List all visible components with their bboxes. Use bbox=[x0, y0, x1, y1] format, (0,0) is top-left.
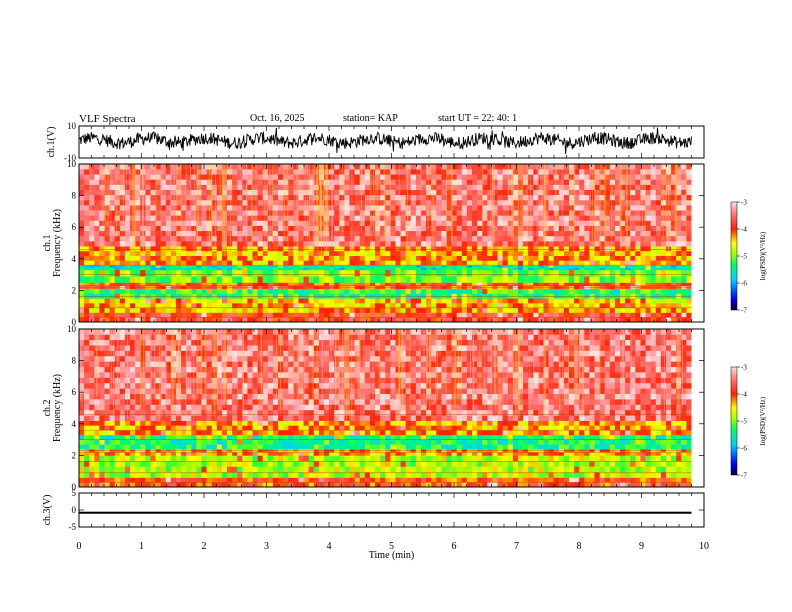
colorbar-tick-label: -4 bbox=[741, 226, 747, 234]
colorbar-2 bbox=[730, 366, 738, 476]
colorbar-label-1: log(PSD)(V²/Hz) bbox=[759, 231, 767, 280]
colorbar-tick-label: -6 bbox=[741, 280, 747, 288]
x-tick-label: 5 bbox=[389, 541, 394, 552]
ch1-trace bbox=[78, 127, 692, 155]
freq-axis-1-tick-label: 4 bbox=[72, 254, 77, 264]
ch1-axis-tick-label: -10 bbox=[64, 153, 76, 163]
freq-axis-1-tick-label: 2 bbox=[72, 285, 77, 295]
start-time-label: start UT = 22: 40: 1 bbox=[438, 113, 518, 124]
ch1-axis-label: ch.1(V) bbox=[46, 127, 57, 158]
freq-axis-label-1: Frequency (kHz) bbox=[52, 209, 63, 277]
x-tick-label: 0 bbox=[77, 541, 82, 552]
x-tick-label: 2 bbox=[202, 541, 207, 552]
chart-title: VLF Spectra bbox=[79, 113, 136, 125]
x-tick-label: 7 bbox=[514, 541, 519, 552]
freq-axis-2-tick-label: 0 bbox=[72, 482, 77, 492]
freq-axis-2-tick-label: 6 bbox=[72, 387, 77, 397]
freq-axis-2-tick-label: 4 bbox=[72, 419, 77, 429]
spectrogram-cells bbox=[79, 164, 704, 323]
x-tick-label: 1 bbox=[139, 541, 144, 552]
x-tick-label: 3 bbox=[264, 541, 269, 552]
channel-label-1: ch.1 bbox=[42, 235, 53, 252]
x-tick-label: 6 bbox=[452, 541, 457, 552]
channel-label-2: ch.2 bbox=[42, 400, 53, 417]
ch3-frame bbox=[78, 492, 705, 528]
station-label: station= KAP bbox=[343, 113, 398, 124]
date-label: Oct. 16, 2025 bbox=[250, 113, 305, 124]
freq-axis-1-tick-label: 6 bbox=[72, 222, 77, 232]
x-tick-label: 4 bbox=[327, 541, 332, 552]
colorbar-tick-label: -6 bbox=[741, 445, 747, 453]
freq-axis-1-tick-label: 8 bbox=[72, 191, 77, 201]
x-tick-label: 10 bbox=[699, 541, 709, 552]
colorbar-tick-label: -7 bbox=[741, 307, 747, 315]
freq-axis-2-tick-label: 8 bbox=[72, 356, 77, 366]
freq-axis-label-2: Frequency (kHz) bbox=[52, 374, 63, 442]
no-data-area bbox=[691, 329, 704, 487]
x-tick-label: 8 bbox=[577, 541, 582, 552]
ch3-axis-tick-label: -5 bbox=[69, 522, 77, 532]
colorbar-label-2: log(PSD)(V²/Hz) bbox=[759, 396, 767, 445]
freq-axis-2-tick-label: 10 bbox=[67, 324, 77, 334]
freq-axis-1-tick-label: 0 bbox=[72, 317, 77, 327]
ch3-axis-tick-label: 5 bbox=[72, 488, 77, 498]
colorbar-tick-label: -5 bbox=[741, 253, 747, 261]
ch3-axis-tick-label: 0 bbox=[72, 505, 77, 515]
colorbar-tick-label: -7 bbox=[741, 472, 747, 480]
freq-axis-1-tick-label: 10 bbox=[67, 159, 77, 169]
ch1-axis-tick-label: 10 bbox=[67, 121, 77, 131]
freq-axis-2-tick-label: 2 bbox=[72, 450, 77, 460]
colorbar-tick-label: -5 bbox=[741, 418, 747, 426]
colorbar-1 bbox=[730, 201, 738, 311]
ch3-axis-label: ch.3(V) bbox=[42, 495, 53, 526]
ch3-trace bbox=[79, 511, 692, 514]
colorbar-tick-label: -3 bbox=[741, 364, 747, 372]
no-data-area bbox=[691, 164, 704, 322]
colorbar-tick-label: -4 bbox=[741, 391, 747, 399]
spectrogram-cells bbox=[79, 329, 704, 488]
x-tick-label: 9 bbox=[639, 541, 644, 552]
colorbar-tick-label: -3 bbox=[741, 199, 747, 207]
x-axis-label: Time (min) bbox=[369, 550, 414, 561]
